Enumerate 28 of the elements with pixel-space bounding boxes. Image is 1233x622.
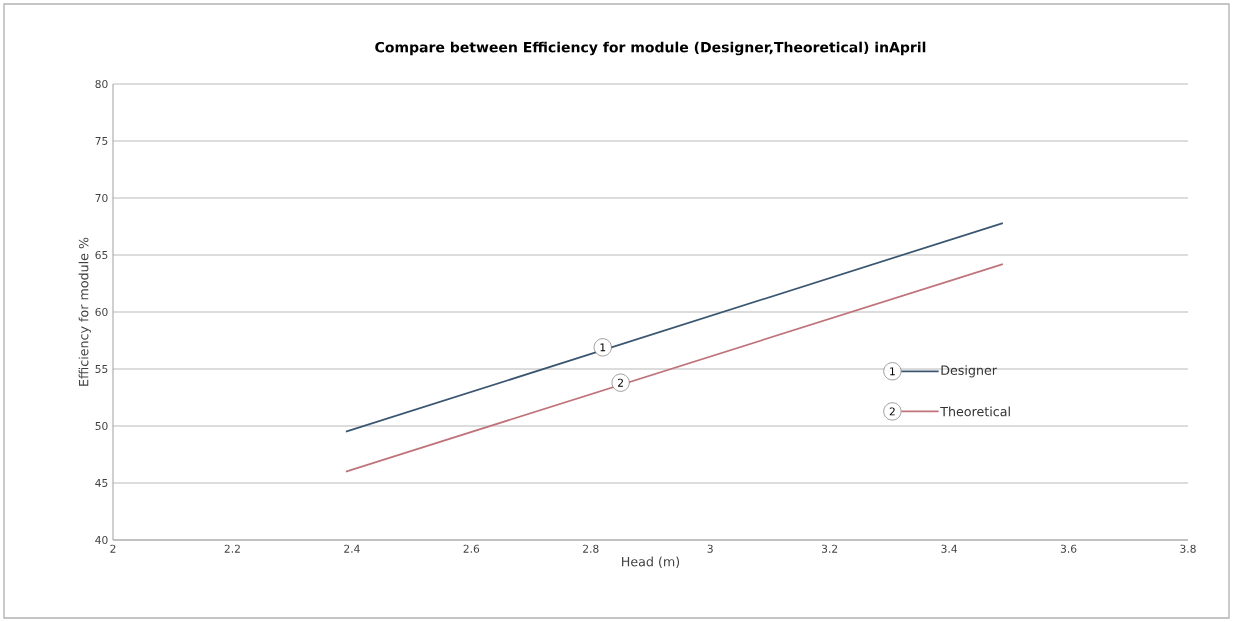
y-tick-label: 45 — [95, 479, 108, 487]
y-tick-label: 60 — [95, 307, 108, 317]
x-tick-label: 2 — [110, 544, 116, 553]
x-tick-label: 3.4 — [941, 544, 957, 553]
x-tick-label: 3.8 — [1180, 544, 1196, 553]
x-tick-label: 3 — [707, 544, 713, 553]
annotation: 1 — [600, 343, 606, 352]
text: 2 — [889, 407, 895, 416]
annotation: 2 — [618, 378, 623, 387]
x-tick-label: 2.6 — [463, 544, 480, 553]
x-tick-label: 3.6 — [1060, 544, 1077, 553]
x-tick-label: 2.8 — [583, 544, 599, 553]
text: 1 — [890, 367, 895, 376]
y-tick-label: 50 — [95, 421, 108, 431]
y-tick-label: 65 — [95, 250, 108, 260]
x-tick-label: 2.4 — [344, 544, 360, 553]
y-tick-label: 80 — [95, 79, 108, 89]
y-tick-label: 75 — [95, 137, 108, 145]
x-axis-title: Head (m) — [622, 556, 680, 568]
y-tick-label: 70 — [95, 193, 108, 203]
legend-label: Designer — [941, 365, 997, 378]
y-tick-label: 40 — [95, 535, 108, 545]
x-tick-label: 3.2 — [822, 544, 838, 553]
legend-label: Theoretical — [940, 406, 1010, 417]
y-tick-label: 55 — [95, 365, 108, 373]
x-tick-label: 2.2 — [224, 544, 240, 553]
chart-title: Compare between Efficiency for module (Designer,Theoretical) inApril — [375, 41, 926, 56]
y-axis-title: Efficiency for module % — [78, 237, 91, 386]
